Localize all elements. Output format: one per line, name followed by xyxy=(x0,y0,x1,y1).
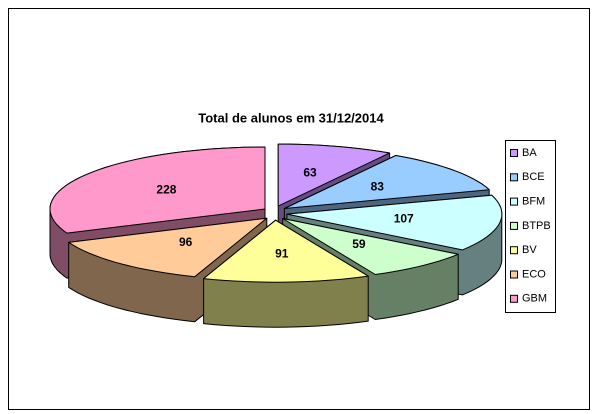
slice xyxy=(277,143,391,207)
legend-label: BFM xyxy=(522,196,545,208)
data-label: 91 xyxy=(275,246,289,260)
slice xyxy=(283,155,490,209)
legend-label: BTPB xyxy=(522,220,551,232)
legend-swatch xyxy=(510,197,518,206)
legend-swatch xyxy=(510,246,518,255)
slice xyxy=(282,218,459,275)
legend: BA BCE BFM BTPB BV ECO GBM xyxy=(510,147,551,305)
slice xyxy=(203,219,369,283)
data-label: 96 xyxy=(179,235,193,249)
legend-swatch xyxy=(510,173,518,182)
slice xyxy=(49,146,266,234)
data-label: 63 xyxy=(303,165,317,179)
pie: 63 83 228 107 96 59 91 xyxy=(49,143,503,328)
legend-swatch xyxy=(510,270,518,279)
data-label: 59 xyxy=(352,237,366,251)
slice xyxy=(68,217,268,278)
legend-label: GBM xyxy=(522,293,547,305)
data-label: 228 xyxy=(156,182,176,196)
slice xyxy=(286,194,503,251)
legend-swatch xyxy=(510,149,518,157)
legend-swatch xyxy=(510,221,518,230)
data-label: 83 xyxy=(371,180,385,194)
legend-swatch xyxy=(510,294,518,303)
legend-label: ECO xyxy=(522,268,546,280)
legend-label: BA xyxy=(522,147,537,159)
chart-title: Total de alunos em 31/12/2014 xyxy=(198,110,384,125)
data-label: 107 xyxy=(394,211,414,225)
legend-label: BV xyxy=(522,244,537,256)
legend-label: BCE xyxy=(522,171,545,183)
